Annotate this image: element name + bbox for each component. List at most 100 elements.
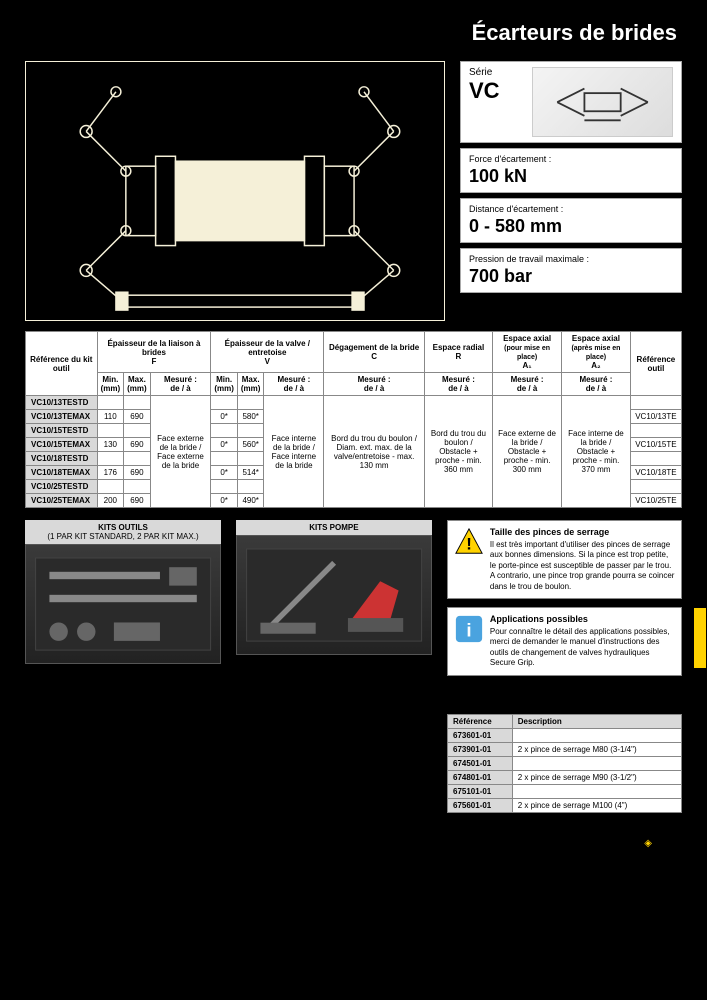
table-row-ref: VC10/18TEMAX [26,466,98,480]
cell-desc: 2 x pince de serrage M80 (3-1/4") [512,742,681,756]
table-row-ref: VC10/13TESTD [26,396,98,410]
th-sym: C [371,352,377,361]
th-min: Min. [102,375,118,384]
cell-vmin [211,452,238,466]
cell-pn: 673601-01 [448,728,513,742]
cell-vmax [237,424,264,438]
cell-liaison-text: Face externe de la bride / Face externe … [150,396,211,508]
cell-fmax [124,480,151,494]
spec-pressure: Pression de travail maximale : 700 bar [460,248,682,293]
cell-outil: VC10/15TE [630,438,681,452]
th-mesure: Mesuré : [164,375,197,384]
th-sym: A₂ [591,361,600,370]
warning-icon: ! [454,527,484,557]
th-max: Max. [128,375,146,384]
th-axial1: Espace axial [503,334,551,343]
kits-outils-title: KITS OUTILS (1 PAR KIT STANDARD, 2 PAR K… [25,520,221,544]
cell-fmin: 110 [97,410,124,424]
cell-vmax: 490* [237,494,264,508]
cell-vmax: 514* [237,466,264,480]
th-sym: V [265,357,270,366]
cell-fmax [124,396,151,410]
cell-outil [630,396,681,410]
th-dea: de / à [364,384,384,393]
th-sym: F [152,357,157,366]
cell-axial1-text: Face externe de la bride / Obstacle + pr… [493,396,562,508]
th-liaison: Épaisseur de la liaison à brides [107,339,200,357]
spec-value: 0 - 580 mm [469,216,673,237]
spec-value: 100 kN [469,166,673,187]
th-mesure: Mesuré : [442,375,475,384]
cell-vmax [237,452,264,466]
info-icon: i [454,614,484,644]
th-sub: (pour mise en place) [504,345,550,361]
cell-vmax [237,480,264,494]
parts-row: 673601-01 [448,728,682,742]
parts-row: 673901-012 x pince de serrage M80 (3-1/4… [448,742,682,756]
th-axial2: Espace axial [572,334,620,343]
cell-fmin [97,424,124,438]
cell-vmin [211,396,238,410]
cell-desc [512,756,681,770]
cell-fmin [97,396,124,410]
th-mm: (mm) [214,384,234,393]
series-product-image [532,67,673,137]
note-title: Applications possibles [490,614,675,624]
table-row-ref: VC10/13TEMAX [26,410,98,424]
cell-desc [512,784,681,798]
th-mm: (mm) [101,384,121,393]
th-min: Min. [216,375,232,384]
cell-outil [630,480,681,494]
th-dea: de / à [586,384,606,393]
info-note: i Applications possibles Pour connaître … [447,607,682,676]
th-ref-kit: Référence du kit outil [26,332,98,396]
cell-pn: 673901-01 [448,742,513,756]
note-text: Pour connaître le détail des application… [490,627,675,669]
cell-desc: 2 x pince de serrage M100 (4") [512,798,681,812]
kits-outils-image [25,544,221,664]
th-mm: (mm) [127,384,147,393]
spec-label: Distance d'écartement : [469,204,673,214]
cell-fmin: 200 [97,494,124,508]
parts-row: 675101-01 [448,784,682,798]
cell-outil: VC10/13TE [630,410,681,424]
cell-pn: 674501-01 [448,756,513,770]
cell-vmin: 0* [211,494,238,508]
page-tab-marker [694,608,706,668]
cell-outil: VC10/18TE [630,466,681,480]
cell-fmax: 690 [124,494,151,508]
parts-row: 675601-012 x pince de serrage M100 (4") [448,798,682,812]
th-radial: Espace radial [433,343,485,352]
th-sym: R [456,352,462,361]
cell-valve-text: Face interne de la bride / Face interne … [264,396,324,508]
cell-vmin [211,424,238,438]
cell-fmin [97,480,124,494]
spec-distance: Distance d'écartement : 0 - 580 mm [460,198,682,243]
warning-note: ! Taille des pinces de serrage Il est tr… [447,520,682,599]
spec-force: Force d'écartement : 100 kN [460,148,682,193]
cell-vmin: 0* [211,410,238,424]
svg-text:!: ! [466,535,472,554]
cell-vmax [237,396,264,410]
th-sub: (après mise en place) [571,345,620,361]
th-max: Max. [242,375,260,384]
th-ref-outil: Référence outil [630,332,681,396]
th-valve: Épaisseur de la valve / entretoise [225,339,310,357]
th-mm: (mm) [241,384,261,393]
cell-vmax: 560* [237,438,264,452]
note-text: Il est très important d'utiliser des pin… [490,540,675,592]
cell-fmin: 176 [97,466,124,480]
spec-value: 700 bar [469,266,673,287]
spec-label: Pression de travail maximale : [469,254,673,264]
series-card: Série VC [460,61,682,143]
cell-vmin: 0* [211,466,238,480]
cell-desc: 2 x pince de serrage M90 (3-1/2") [512,770,681,784]
series-code: VC [469,78,524,104]
table-row: VC10/13TESTDFace externe de la bride / F… [26,396,682,410]
cell-fmax: 690 [124,466,151,480]
note-title: Taille des pinces de serrage [490,527,675,537]
parts-table: Référence Description 673601-01673901-01… [447,714,682,813]
cell-pn: 674801-01 [448,770,513,784]
table-row-ref: VC10/15TEMAX [26,438,98,452]
cell-vmax: 580* [237,410,264,424]
